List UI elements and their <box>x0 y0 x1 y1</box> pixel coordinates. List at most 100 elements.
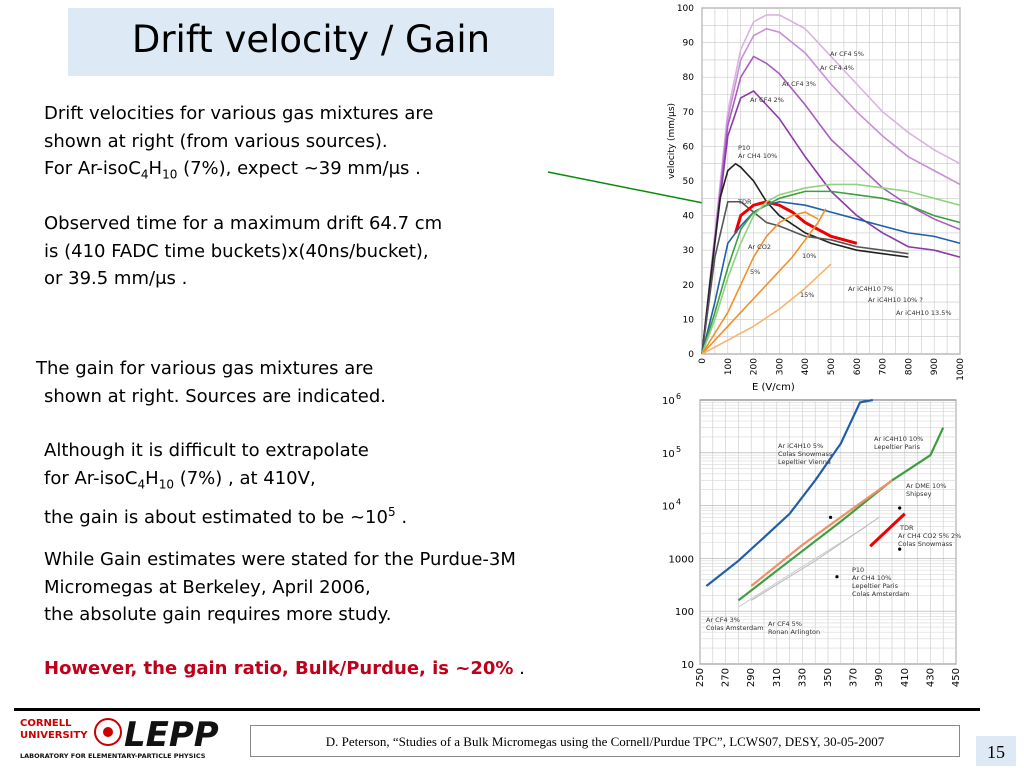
series-line <box>701 211 819 355</box>
data-point <box>828 515 833 519</box>
text-line: shown at right (from various sources). <box>44 130 388 152</box>
series-line <box>701 263 832 355</box>
y-tick-label: 100 <box>675 607 694 618</box>
x-tick-label: 270 <box>721 668 732 687</box>
ratio-text: However, the gain ratio, Bulk/Purdue, is… <box>44 658 514 679</box>
y-tick-label: 10 <box>683 315 695 325</box>
series-line <box>701 162 909 355</box>
text-line: the gain is about estimated to be ~105 . <box>44 504 408 528</box>
chart-annotation: Ar CH4 10% <box>738 152 777 160</box>
text-line: Although it is difficult to extrapolate <box>44 440 369 461</box>
y-tick-label: 50 <box>683 177 695 187</box>
chart-annotation: Ar iC4H10 5% <box>778 442 823 450</box>
chart-annotation: Ar DME 10% <box>906 482 946 490</box>
series-line <box>701 27 961 355</box>
series-line <box>750 479 893 587</box>
x-tick-label: 100 <box>724 358 734 375</box>
x-tick-label: 430 <box>925 668 936 687</box>
y-tick-label: 100 <box>677 4 694 14</box>
chart-annotation: Lepeltier Vienna <box>778 458 831 466</box>
series-line <box>750 516 880 601</box>
chart-annotation: Ar iC4H10 10% <box>874 435 923 443</box>
series-line <box>701 200 961 355</box>
x-tick-label: 250 <box>695 668 706 687</box>
y-tick-exponent: 6 <box>676 392 681 401</box>
micromegas-paragraph: While Gain estimates were stated for the… <box>44 546 516 629</box>
chart-annotation: Ar CF4 5% <box>768 620 802 628</box>
text-line: While Gain estimates were stated for the… <box>44 549 516 570</box>
text-line: The gain for various gas mixtures are <box>36 358 374 379</box>
y-tick-label: 10 <box>662 449 675 460</box>
logo-cornell: CORNELL <box>20 718 72 729</box>
series-line <box>701 200 909 355</box>
chart-annotation: Ar iC4H10 7% <box>848 285 893 293</box>
series-line <box>701 90 961 355</box>
chart-annotation: Lepeltier Paris <box>852 582 899 590</box>
ratio-paragraph: However, the gain ratio, Bulk/Purdue, is… <box>44 655 525 683</box>
text-line: is (410 FADC time buckets)x(40ns/bucket)… <box>44 240 429 262</box>
footer-rule <box>14 708 980 711</box>
series-line <box>701 55 961 355</box>
x-tick-label: 410 <box>900 668 911 687</box>
x-tick-label: 500 <box>827 358 837 375</box>
chart-annotation: Ar iC4H10 13.5% <box>896 309 952 317</box>
chart-annotation: Ar CF4 2% <box>750 96 784 104</box>
x-tick-label: 400 <box>801 358 811 375</box>
chart-annotation: Colas Snowmass <box>778 450 833 458</box>
chart-annotation: 10% <box>802 252 816 260</box>
page-number: 15 <box>987 742 1005 762</box>
x-tick-label: 0 <box>698 358 708 364</box>
observed-paragraph: Observed time for a maximum drift 64.7 c… <box>44 210 442 293</box>
logo-university: UNIVERSITY <box>20 730 88 741</box>
chart-annotation: Colas Amsterdam <box>852 590 909 598</box>
chart-annotation: Lepeltier Paris <box>874 443 921 451</box>
chart-annotation: Ar CO2 <box>748 243 771 251</box>
title-box: Drift velocity / Gain <box>68 8 554 76</box>
y-tick-label: 80 <box>683 73 695 83</box>
lepp-logo: CORNELL UNIVERSITY LEPP LABORATORY FOR E… <box>16 712 232 764</box>
y-tick-label: 90 <box>683 39 695 49</box>
chart-annotation: 5% <box>750 268 760 276</box>
chart-annotation: P10 <box>738 144 750 152</box>
chart-annotation: Shipsey <box>906 490 932 498</box>
series-line <box>701 190 961 355</box>
x-tick-label: 330 <box>797 668 808 687</box>
data-point <box>835 575 839 579</box>
page-number-box: 15 <box>976 736 1016 766</box>
chart-annotation: Ar iC4H10 10% ? <box>868 296 923 304</box>
series-line <box>701 208 827 355</box>
chart-annotation: Ar CF4 5% <box>830 50 864 58</box>
chart-annotation: Colas Snowmass <box>898 540 953 548</box>
chart-annotation: Ronan Arlington <box>768 628 820 636</box>
text-line: However, the gain ratio, Bulk/Purdue, is… <box>44 658 525 679</box>
data-point <box>898 506 902 510</box>
gain-paragraph: The gain for various gas mixtures are sh… <box>36 355 386 410</box>
series-line <box>869 512 906 548</box>
chart-annotation: Colas Amsterdam <box>706 624 763 632</box>
y-tick-label: 30 <box>683 246 695 256</box>
drift-velocity-chart: 0 100 200 300 400 500 600 700 800 900 1000 0 10 20 30 4… <box>667 4 966 392</box>
slide-title: Drift velocity / Gain <box>131 18 491 61</box>
gain-chart: 250 270 290 310 330 350 370 390 410 430 4501010010… <box>662 392 962 687</box>
x-tick-label: 370 <box>849 668 860 687</box>
y-tick-label: 1000 <box>669 554 694 565</box>
series-line <box>737 427 945 602</box>
chart-annotation: 15% <box>800 291 814 299</box>
data-point <box>898 547 902 551</box>
drift-paragraph: Drift velocities for various gas mixture… <box>44 100 434 189</box>
chart-annotation: P10 <box>852 566 864 574</box>
x-tick-label: 800 <box>904 358 914 375</box>
chart-annotation: TDR <box>737 198 752 206</box>
chart-annotation: Ar CH4 10% <box>852 574 891 582</box>
y-tick-label: 10 <box>662 502 675 513</box>
chart-annotation: Ar CF4 4% <box>820 64 854 72</box>
y-tick-label: 20 <box>683 281 695 291</box>
x-tick-label: 390 <box>874 668 885 687</box>
text-line: Observed time for a maximum drift 64.7 c… <box>44 213 443 234</box>
x-tick-label: 600 <box>853 358 863 375</box>
text-line: for Ar-isoC4H10 (7%) , at 410V, <box>44 467 316 492</box>
extrapolate-paragraph: Although it is difficult to extrapolate … <box>44 437 407 531</box>
x-tick-label: 300 <box>775 358 785 375</box>
x-tick-label: 1000 <box>956 358 966 381</box>
chart-annotation: Ar CF4 3% <box>706 616 740 624</box>
